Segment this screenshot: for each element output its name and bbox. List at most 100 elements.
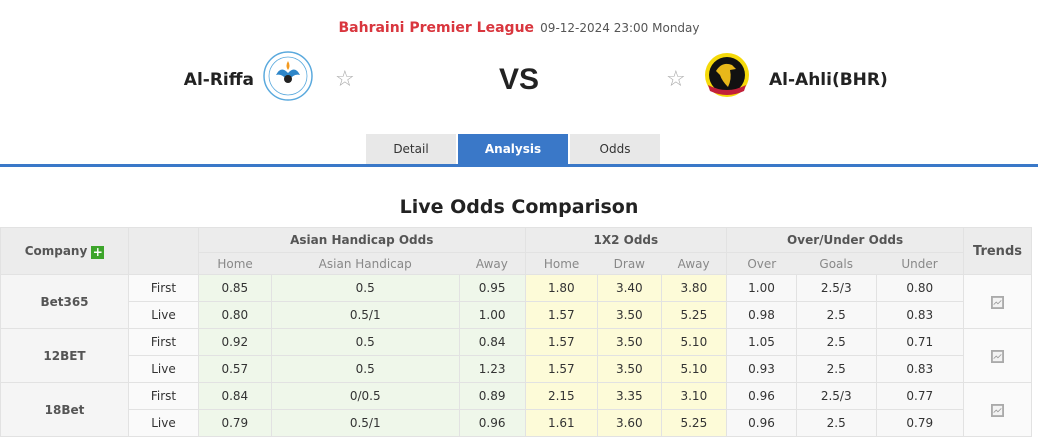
odds-cell[interactable]: 0.84 [198,382,272,410]
odds-cell[interactable]: 1.57 [524,355,599,383]
favorite-home-star-icon[interactable]: ☆ [335,67,355,92]
tab-detail[interactable]: Detail [366,134,456,164]
odds-cell[interactable]: 0.92 [198,328,272,356]
odds-cell[interactable]: 5.10 [660,355,728,383]
odds-type: First [128,328,199,356]
asian-handicap-header: Asian Handicap Odds [198,227,526,253]
table-row: 12BET First 0.92 0.5 0.84 1.57 3.50 5.10… [0,328,1032,383]
company-header: Company + [0,227,129,275]
odds-cell[interactable]: 2.5/3 [795,274,877,302]
company-name[interactable]: 12BET [0,328,129,383]
trend-cell [963,328,1032,383]
odds-cell[interactable]: 2.15 [524,382,599,410]
home-team-logo [263,51,313,101]
odds-cell[interactable]: 3.50 [597,328,662,356]
odds-cell[interactable]: 0.80 [875,274,965,302]
vs-label: VS [498,63,540,96]
type-header [128,227,199,275]
odds-cell[interactable]: 0.5 [270,328,460,356]
favorite-away-star-icon[interactable]: ☆ [666,67,686,92]
odds-cell[interactable]: 0.95 [458,274,526,302]
ou-goals-header: Goals [796,252,877,275]
odds-cell[interactable]: 3.50 [597,301,662,329]
trends-header: Trends [963,227,1032,275]
odds-cell[interactable]: 0.57 [198,355,272,383]
odds-cell[interactable]: 0.96 [726,382,797,410]
ah-handicap-header: Asian Handicap [271,252,460,275]
line-chart-icon[interactable] [991,403,1004,417]
table-row: Bet365 First 0.85 0.5 0.95 1.80 3.40 3.8… [0,274,1032,329]
match-header: Bahraini Premier League 09-12-2024 23:00… [0,20,1038,36]
odds-cell[interactable]: 0.79 [198,409,272,437]
odds-cell[interactable]: 0.83 [875,355,965,383]
odds-type: First [128,274,199,302]
odds-cell[interactable]: 0.79 [875,409,965,437]
odds-cell[interactable]: 3.60 [597,409,662,437]
company-name[interactable]: 18Bet [0,382,129,437]
odds-cell[interactable]: 0.85 [198,274,272,302]
odds-cell[interactable]: 1.61 [524,409,599,437]
odds-cell[interactable]: 2.5/3 [795,382,877,410]
odds-cell[interactable]: 2.5 [795,328,877,356]
table-row: 18Bet First 0.84 0/0.5 0.89 2.15 3.35 3.… [0,382,1032,437]
home-team-name[interactable]: Al-Riffa [183,70,254,90]
odds-cell[interactable]: 1.00 [458,301,526,329]
away-team-logo [705,53,749,97]
odds-cell[interactable]: 3.40 [597,274,662,302]
ou-under-header: Under [876,252,965,275]
odds-cell[interactable]: 5.25 [660,301,728,329]
odds-cell[interactable]: 1.00 [726,274,797,302]
odds-cell[interactable]: 0.80 [198,301,272,329]
odds-cell[interactable]: 2.5 [795,409,877,437]
add-company-plus-icon[interactable]: + [91,244,105,259]
ah-away-header: Away [459,252,526,275]
tab-analysis[interactable]: Analysis [458,134,568,164]
table-row: Live 0.80 0.5/1 1.00 1.57 3.50 5.25 0.98… [1,301,1032,329]
odds-cell[interactable]: 3.80 [660,274,728,302]
odds-cell[interactable]: 1.80 [524,274,599,302]
odds-cell[interactable]: 2.5 [795,355,877,383]
odds-cell[interactable]: 3.35 [597,382,662,410]
x12-home-header: Home [524,252,598,275]
odds-type: Live [128,409,199,437]
odds-cell[interactable]: 0.5 [270,355,460,383]
match-tabs: Detail Analysis Odds [366,134,662,164]
odds-cell[interactable]: 2.5 [795,301,877,329]
odds-cell[interactable]: 0.84 [458,328,526,356]
tab-odds[interactable]: Odds [570,134,660,164]
odds-cell[interactable]: 0.96 [726,409,797,437]
odds-cell[interactable]: 1.57 [524,301,599,329]
odds-cell[interactable]: 0/0.5 [270,382,460,410]
table-row: Live 0.79 0.5/1 0.96 1.61 3.60 5.25 0.96… [1,409,1032,437]
odds-cell[interactable]: 1.05 [726,328,797,356]
line-chart-icon[interactable] [991,349,1004,363]
line-chart-icon[interactable] [991,295,1004,309]
tab-underline [0,164,1038,167]
table-row: Live 0.57 0.5 1.23 1.57 3.50 5.10 0.93 2… [1,355,1032,383]
odds-cell[interactable]: 0.89 [458,382,526,410]
odds-cell[interactable]: 0.5/1 [270,409,460,437]
odds-cell[interactable]: 5.25 [660,409,728,437]
odds-cell[interactable]: 0.71 [875,328,965,356]
odds-cell[interactable]: 3.10 [660,382,728,410]
ah-home-header: Home [198,252,272,275]
ou-over-header: Over [726,252,797,275]
odds-cell[interactable]: 0.83 [875,301,965,329]
league-name[interactable]: Bahraini Premier League [338,20,535,36]
odds-cell[interactable]: 0.5 [270,274,460,302]
odds-comparison-table: Company + Asian Handicap Odds 1X2 Odds Ov… [0,227,1032,437]
company-name[interactable]: Bet365 [0,274,129,329]
odds-cell[interactable]: 1.57 [524,328,599,356]
odds-cell[interactable]: 5.10 [660,328,728,356]
odds-cell[interactable]: 0.98 [726,301,797,329]
away-team-name[interactable]: Al-Ahli(BHR) [769,70,888,90]
odds-cell[interactable]: 0.77 [875,382,965,410]
x12-away-header: Away [661,252,728,275]
odds-cell[interactable]: 1.23 [458,355,526,383]
odds-cell[interactable]: 0.5/1 [270,301,460,329]
odds-cell[interactable]: 0.96 [458,409,526,437]
odds-cell[interactable]: 0.93 [726,355,797,383]
match-datetime: 09-12-2024 23:00 Monday [540,21,700,35]
odds-cell[interactable]: 3.50 [597,355,662,383]
odds-type: Live [128,355,199,383]
